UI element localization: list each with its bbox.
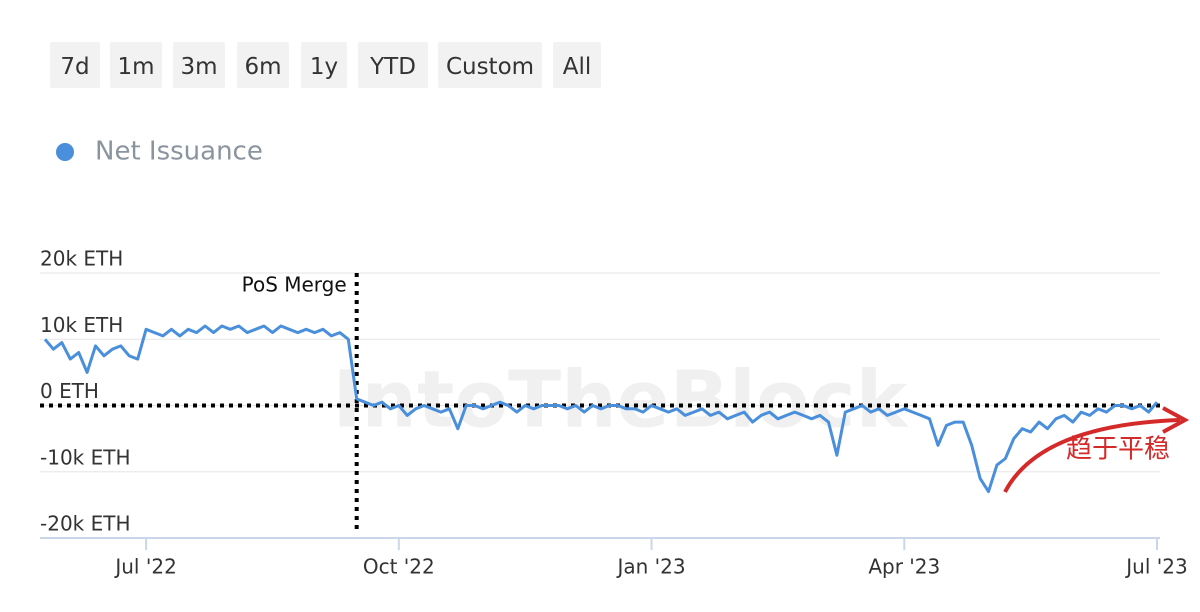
range-button[interactable]: 1y: [301, 42, 347, 88]
trend-arrow: [1003, 418, 1181, 493]
x-tick-label: Jul '22: [113, 555, 176, 579]
series-line: [43, 324, 1159, 494]
range-button[interactable]: 3m: [173, 42, 225, 88]
legend-label: Net Issuance: [95, 137, 263, 167]
y-tick-label: 0 ETH: [40, 379, 99, 403]
legend-marker: [56, 143, 74, 161]
range-button[interactable]: All: [553, 42, 601, 88]
range-button[interactable]: YTD: [358, 42, 428, 88]
y-tick-label: 20k ETH: [40, 247, 123, 271]
watermark: IntoTheBlock: [333, 355, 910, 445]
range-button[interactable]: 6m: [237, 42, 289, 88]
trend-arrowhead: [1162, 406, 1190, 434]
x-tick-label: Oct '22: [363, 555, 435, 579]
range-button[interactable]: Custom: [438, 42, 542, 88]
y-tick-label: -20k ETH: [40, 512, 131, 536]
merge-label: PoS Merge: [242, 273, 347, 297]
x-tick-label: Jan '23: [615, 555, 685, 579]
range-button[interactable]: 1m: [110, 42, 162, 88]
y-tick-label: 10k ETH: [40, 313, 123, 337]
x-tick-label: Apr '23: [868, 555, 940, 579]
y-tick-label: -10k ETH: [40, 445, 131, 469]
range-button[interactable]: 7d: [50, 42, 100, 88]
x-tick-label: Jul '23: [1124, 555, 1187, 579]
trend-label: 趋于平稳: [1066, 435, 1170, 465]
